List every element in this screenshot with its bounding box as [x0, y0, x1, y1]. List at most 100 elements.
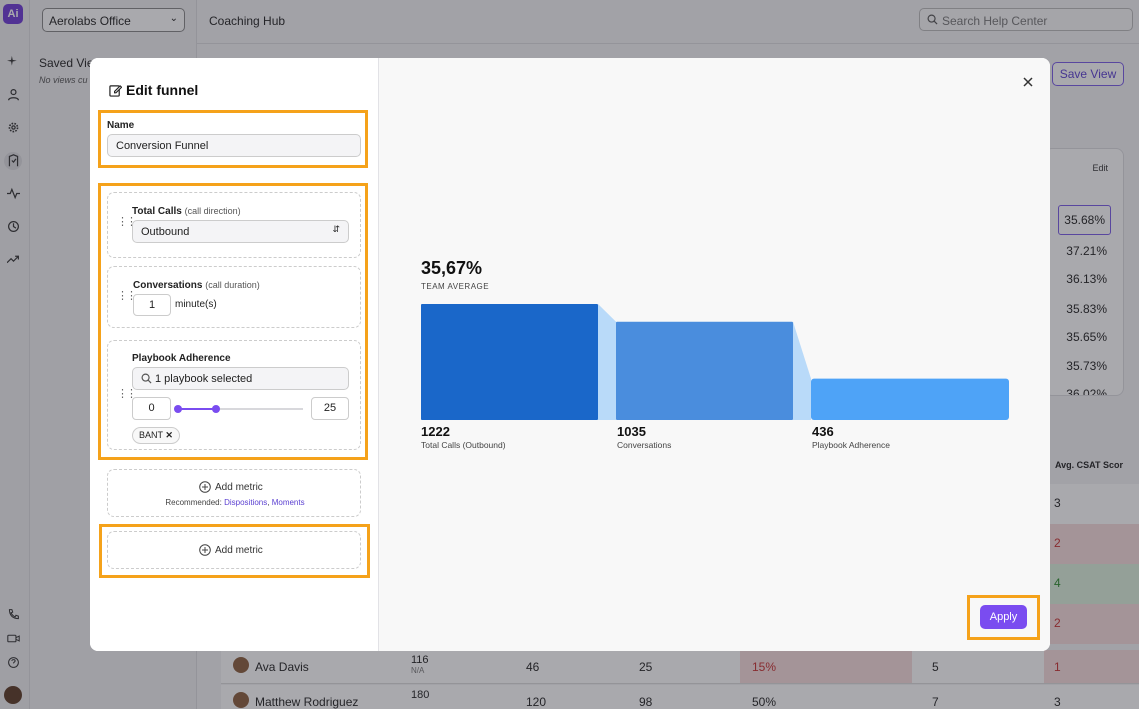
- table-row[interactable]: Ava Davis 116 N/A 46 25 15% 5 1: [221, 650, 1139, 684]
- stage-value: 1035: [617, 424, 646, 439]
- edit-icon: [109, 85, 123, 97]
- chevron-updown-icon: ⇵: [332, 224, 340, 234]
- metric-card-playbook: ⋮⋮ Playbook Adherence 1 playbook selecte…: [107, 340, 361, 450]
- conversations-cell: 120: [526, 695, 547, 709]
- activity-icon[interactable]: [4, 185, 22, 203]
- percentage-cell: 35.83%: [1066, 302, 1107, 316]
- playbook-chip-label: BANT: [139, 430, 163, 440]
- score-cell: 5: [932, 660, 939, 674]
- funnel-bar: [616, 321, 793, 420]
- add-metric-label: Add metric: [215, 545, 263, 556]
- metric-label-text: Total Calls: [132, 206, 182, 217]
- drag-handle-icon[interactable]: ⋮⋮: [117, 216, 137, 228]
- apply-highlight: [967, 595, 1040, 640]
- edit-link[interactable]: Edit: [1092, 163, 1108, 173]
- playbook-search-input[interactable]: 1 playbook selected: [132, 367, 349, 390]
- plus-circle-icon: [199, 544, 211, 556]
- help-icon[interactable]: [4, 654, 22, 672]
- call-direction-value: Outbound: [141, 226, 190, 238]
- name-section-highlight: [98, 110, 368, 168]
- close-icon[interactable]: [1021, 75, 1035, 89]
- save-view-button[interactable]: Save View: [1052, 62, 1124, 86]
- calls-cell: 116 N/A: [411, 654, 429, 675]
- add-metric-recommended[interactable]: Add metric Recommended: Dispositions, Mo…: [107, 469, 361, 517]
- sparkle-icon[interactable]: [4, 53, 22, 71]
- percentage-cell: 35.73%: [1066, 359, 1107, 373]
- user-icon[interactable]: [4, 86, 22, 104]
- history-icon[interactable]: [4, 218, 22, 236]
- csat-value: 4: [1054, 576, 1061, 590]
- search-input[interactable]: Search Help Center: [919, 8, 1133, 31]
- user-avatar[interactable]: [4, 686, 22, 704]
- percentage-cell: 36.02%: [1066, 387, 1107, 396]
- team-average-value: 35,67%: [421, 258, 483, 278]
- agent-name: Matthew Rodriguez: [255, 695, 359, 709]
- stage-label: Total Calls (Outbound): [421, 440, 506, 450]
- video-icon[interactable]: [4, 630, 22, 648]
- range-min-handle[interactable]: [174, 405, 182, 413]
- csat-column-header[interactable]: Avg. CSAT Scor: [1055, 460, 1124, 470]
- funnel-name-input[interactable]: Conversion Funnel: [107, 134, 361, 157]
- csat-value: 1: [1054, 660, 1061, 674]
- search-icon: [927, 14, 938, 25]
- funnel-editor-panel: Edit funnel Name Conversion Funnel ⋮⋮ To…: [90, 58, 379, 651]
- conversations-cell: 46: [526, 660, 540, 674]
- add-metric-highlight: [99, 524, 370, 578]
- range-min-input[interactable]: 0: [132, 397, 171, 420]
- metric-card-total-calls: ⋮⋮ Total Calls (call direction) Outbound…: [107, 192, 361, 258]
- csat-cell: 1: [1044, 650, 1139, 683]
- csat-value: 3: [1054, 496, 1061, 510]
- remove-chip-icon[interactable]: ✕: [165, 430, 173, 440]
- percentage-cell[interactable]: 35.68%: [1058, 205, 1111, 235]
- summary-card: Edit 35.68% 37.21% 36.13% 35.83% 35.65% …: [1044, 148, 1124, 396]
- drag-handle-icon[interactable]: ⋮⋮: [117, 290, 137, 302]
- metrics-section-highlight: [98, 183, 368, 460]
- calls-sub: N/A: [411, 666, 425, 675]
- metric-label: Total Calls (call direction): [132, 206, 241, 217]
- top-bar: Coaching Hub Search Help Center: [197, 0, 1139, 44]
- csat-value: 2: [1054, 616, 1061, 630]
- duration-unit: minute(s): [175, 299, 217, 310]
- stage-label: Conversations: [617, 440, 672, 450]
- table-row[interactable]: Matthew Rodriguez 180 120 98 50% 7 3: [221, 685, 1139, 709]
- duration-input[interactable]: 1: [133, 294, 171, 316]
- phone-icon[interactable]: [4, 606, 22, 624]
- recommend-moments-link[interactable]: Moments: [271, 498, 305, 507]
- csat-cell: 3: [1044, 685, 1139, 709]
- drag-handle-icon[interactable]: ⋮⋮: [117, 388, 137, 400]
- stage-value: 436: [812, 424, 834, 439]
- funnel-connector: [598, 304, 616, 420]
- add-metric-slot[interactable]: Add metric: [107, 531, 361, 569]
- gear-icon[interactable]: [4, 119, 22, 137]
- trend-icon[interactable]: [4, 251, 22, 269]
- range-max-handle[interactable]: [212, 405, 220, 413]
- adherence-cell: 98: [639, 695, 653, 709]
- rate-value: 50%: [752, 695, 777, 709]
- recommended-text: Recommended: Dispositions, Moments: [108, 498, 362, 507]
- csat-cell: 2: [1044, 524, 1139, 564]
- org-select[interactable]: Aerolabs Office ⌄: [42, 8, 185, 32]
- coaching-icon[interactable]: [4, 152, 22, 170]
- rate-cell: 50%: [740, 685, 912, 709]
- score-cell: 7: [932, 695, 939, 709]
- funnel-preview: 35,67% TEAM AVERAGE 1222 Total Calls (Ou…: [379, 58, 1050, 651]
- call-direction-select[interactable]: Outbound ⇵: [132, 220, 349, 243]
- apply-button[interactable]: Apply: [980, 605, 1027, 629]
- rate-cell: 15%: [740, 650, 912, 683]
- add-metric-button[interactable]: Add metric: [199, 544, 263, 556]
- percentage-cell: 36.13%: [1066, 272, 1107, 286]
- metric-card-conversations: ⋮⋮ Conversations (call duration) 1 minut…: [107, 266, 361, 328]
- app-logo[interactable]: Ai: [3, 4, 23, 24]
- percentage-cell: 37.21%: [1066, 244, 1107, 258]
- range-max-input[interactable]: 25: [311, 397, 349, 420]
- modal-title-text: Edit funnel: [126, 82, 199, 98]
- recommend-dispositions-link[interactable]: Dispositions: [224, 498, 268, 507]
- adherence-cell: 25: [639, 660, 653, 674]
- metric-label: Conversations (call duration): [133, 280, 260, 291]
- search-icon: [141, 373, 152, 384]
- nav-rail: Ai: [0, 0, 30, 709]
- add-metric-button[interactable]: Add metric: [199, 481, 263, 493]
- metric-hint: (call duration): [205, 280, 260, 290]
- stage-value: 1222: [421, 424, 450, 439]
- recommended-prefix: Recommended:: [165, 498, 222, 507]
